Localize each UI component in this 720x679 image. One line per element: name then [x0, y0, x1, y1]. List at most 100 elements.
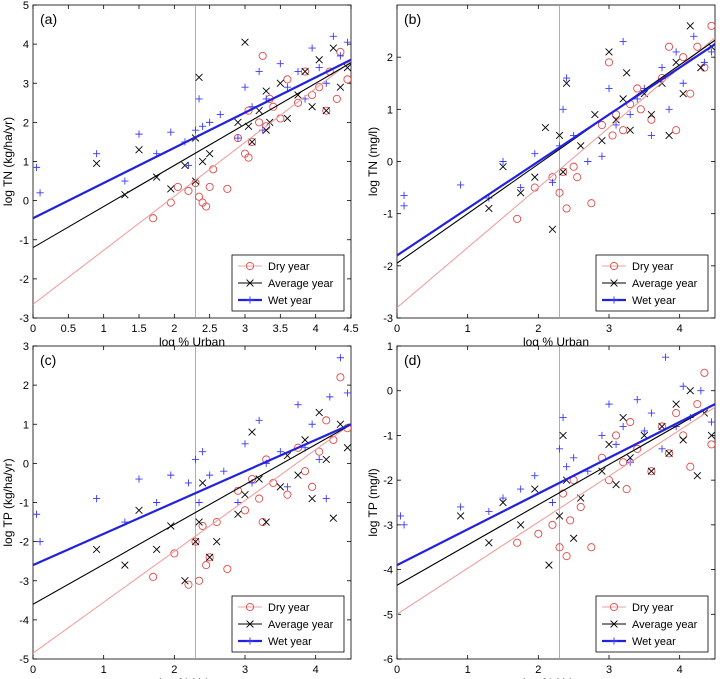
data-point	[570, 454, 578, 462]
data-point	[135, 506, 143, 515]
legend-entry: Average year	[268, 619, 334, 631]
data-point	[167, 185, 175, 193]
data-point	[322, 455, 330, 464]
data-point	[283, 75, 292, 84]
data-point	[276, 483, 285, 491]
data-point	[195, 192, 204, 201]
legend-marker	[245, 602, 255, 612]
data-point	[240, 506, 250, 515]
legend-marker	[609, 261, 619, 271]
data-point	[679, 53, 688, 62]
data-point	[184, 161, 193, 170]
x-tick-label: 0	[394, 323, 400, 335]
data-point	[202, 202, 211, 211]
data-point	[258, 51, 267, 60]
y-tick-label: -3	[383, 520, 393, 532]
data-point	[198, 521, 207, 531]
data-point	[569, 162, 578, 171]
data-point	[308, 482, 317, 491]
data-point	[205, 553, 214, 561]
data-point	[619, 95, 627, 103]
data-point	[686, 22, 694, 30]
legend-marker	[246, 637, 254, 645]
data-point	[672, 400, 680, 408]
data-point	[517, 183, 525, 192]
data-point	[591, 110, 599, 119]
data-point	[531, 472, 539, 480]
x-tick-label: 0	[394, 664, 400, 676]
data-point	[531, 173, 539, 181]
panel-1: 0 0.5 1 1.5 2 2.5 3 3.5 4 4.5 -3 -2 -1 0 1 2 3 4 5 (a) log %…	[1, 0, 359, 349]
data-point	[315, 408, 323, 417]
data-point	[559, 489, 568, 498]
legend-marker	[610, 296, 618, 304]
data-point	[636, 105, 645, 114]
data-point	[93, 150, 101, 158]
y-tick-label: 2	[23, 380, 29, 392]
data-point	[322, 416, 331, 425]
data-point	[152, 545, 161, 554]
data-point	[555, 188, 564, 197]
y-axis-label: log TP (mg/l)	[366, 468, 380, 536]
data-point	[212, 518, 221, 527]
y-tick-label: -3	[383, 313, 393, 325]
y-tick-label: 2	[387, 52, 393, 64]
series-3-points	[397, 353, 715, 529]
data-point	[612, 121, 620, 129]
legend-entry: Dry year	[268, 602, 310, 614]
data-point	[135, 130, 143, 138]
data-point	[205, 182, 214, 191]
data-point	[559, 168, 567, 176]
data-point	[605, 440, 613, 449]
data-point	[195, 518, 203, 526]
data-point	[456, 512, 465, 520]
data-point	[241, 38, 249, 46]
x-axis-label: log % Urban	[523, 335, 589, 349]
data-point	[283, 490, 292, 499]
x-tick-label: 4	[677, 664, 683, 676]
data-point	[647, 131, 655, 140]
x-axis-label: log % Urban	[159, 676, 225, 679]
data-point	[559, 413, 567, 422]
data-point	[205, 553, 214, 562]
data-point	[679, 436, 687, 444]
legend-entry: Wet year	[268, 295, 312, 307]
data-point	[605, 48, 613, 56]
data-point	[315, 83, 324, 92]
legend: Dry year Average year Wet year	[595, 254, 709, 312]
data-point	[548, 225, 557, 234]
x-axis-label: log % Urban	[159, 335, 225, 349]
data-point	[612, 116, 620, 124]
data-point	[545, 561, 553, 569]
panel-4: 0 1 2 3 4 -6 -5 -4 -3 -2 -1 0 1 (d) log % Urban log TP …	[366, 341, 716, 679]
data-point	[626, 454, 634, 462]
legend-entry: Average year	[268, 278, 334, 290]
data-point	[640, 427, 648, 435]
y-tick-label: 5	[23, 0, 29, 12]
x-tick-label: 1	[465, 323, 471, 335]
data-point	[559, 105, 567, 113]
data-point	[548, 178, 557, 186]
data-point	[191, 126, 200, 134]
data-point	[513, 538, 522, 547]
series-3-fit-line	[397, 403, 715, 567]
data-point	[707, 431, 715, 440]
y-tick-label: -5	[383, 609, 393, 621]
data-point	[665, 42, 674, 51]
y-tick-label: 0	[387, 386, 393, 398]
x-tick-label: 3.5	[273, 323, 288, 335]
data-point	[173, 182, 182, 191]
data-point	[184, 186, 193, 195]
series-1-fit-line	[33, 60, 351, 305]
data-point	[658, 64, 666, 72]
series-1-points	[513, 21, 715, 223]
data-point	[255, 475, 263, 483]
data-point	[308, 494, 316, 503]
data-point	[679, 382, 687, 390]
x-tick-label: 4.5	[343, 323, 358, 335]
data-point	[181, 577, 189, 585]
y-tick-label: -5	[19, 654, 29, 666]
data-point	[336, 52, 344, 60]
data-point	[283, 483, 291, 491]
data-point	[577, 142, 585, 150]
